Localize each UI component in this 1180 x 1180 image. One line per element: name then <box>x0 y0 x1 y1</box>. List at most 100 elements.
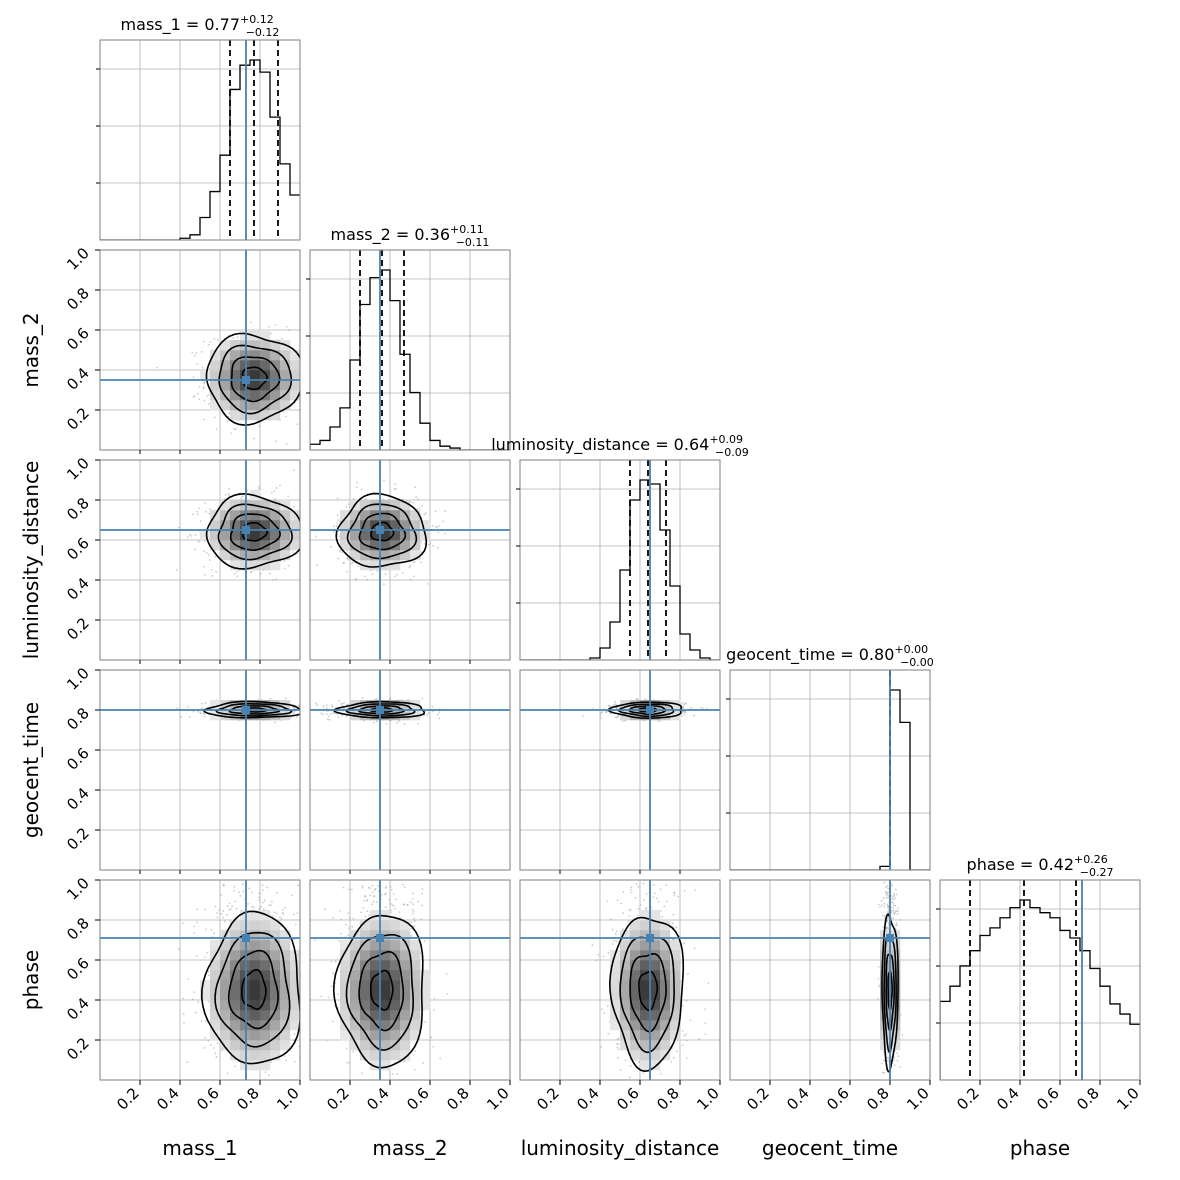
scatter-point <box>336 522 338 524</box>
scatter-point <box>210 928 213 931</box>
scatter-point <box>438 525 441 527</box>
density-cell <box>250 520 261 531</box>
scatter-point <box>275 487 278 489</box>
density-cell <box>380 530 391 541</box>
scatter-point <box>337 716 340 719</box>
scatter-point <box>233 428 236 431</box>
scatter-point <box>204 540 206 542</box>
scatter-point <box>291 894 293 897</box>
scatter-point <box>284 697 287 700</box>
scatter-point <box>258 487 261 490</box>
scatter-point <box>203 715 206 718</box>
scatter-point <box>293 938 296 941</box>
scatter-point <box>267 1074 270 1077</box>
scatter-point <box>211 575 214 577</box>
scatter-point <box>416 508 419 510</box>
contour-line <box>217 503 293 561</box>
density-cell <box>340 510 351 521</box>
title-value: geocent_time = 0.80 <box>726 645 894 665</box>
density-cell <box>260 370 271 381</box>
scatter-point <box>223 920 226 923</box>
density-cell <box>210 350 221 361</box>
density-cell <box>210 700 221 711</box>
density-cell <box>390 530 401 541</box>
scatter-point <box>296 716 299 718</box>
scatter-point <box>178 948 180 951</box>
density-cell <box>340 540 351 551</box>
density-cell <box>270 340 281 351</box>
scatter-point <box>250 570 253 573</box>
scatter-point <box>197 392 199 395</box>
scatter-point <box>268 572 271 575</box>
density-cell <box>260 510 271 521</box>
density-cell <box>290 520 300 531</box>
scatter-point <box>282 913 285 915</box>
scatter-point <box>275 578 278 581</box>
density-cell <box>220 370 231 381</box>
contour-line <box>229 513 281 552</box>
scatter-point <box>248 887 250 890</box>
scatter-point <box>398 720 401 723</box>
density-cell <box>210 530 221 541</box>
density-cell <box>390 700 401 711</box>
scatter-point <box>228 412 231 415</box>
density-cell <box>290 360 300 371</box>
scatter-point <box>176 707 178 710</box>
scatter-point <box>284 415 287 418</box>
truth-marker <box>646 706 654 714</box>
scatter-point <box>326 713 328 716</box>
scatter-point <box>693 714 695 717</box>
density-cell <box>220 520 231 531</box>
scatter-point <box>432 544 435 547</box>
scatter-point <box>181 922 184 924</box>
scatter-point <box>282 909 284 912</box>
scatter-point <box>263 899 266 902</box>
scatter-point <box>203 550 205 553</box>
scatter-point <box>228 494 231 497</box>
scatter-point <box>284 906 287 909</box>
density-cell <box>350 520 361 531</box>
scatter-point <box>209 508 212 510</box>
density-cell <box>230 530 241 541</box>
density-cell <box>220 380 231 391</box>
density-cell <box>270 350 281 361</box>
density-cell <box>220 500 231 511</box>
scatter-point <box>208 559 211 562</box>
scatter-point <box>292 551 294 553</box>
scatter-point <box>361 697 364 699</box>
scatter-point <box>292 713 295 715</box>
density-cell <box>250 370 261 381</box>
axes-frame <box>519 669 721 871</box>
scatter-point <box>325 707 328 710</box>
density-cell <box>230 350 241 361</box>
scatter-point <box>701 707 704 710</box>
scatter-point <box>279 484 281 487</box>
scatter-point <box>274 324 277 326</box>
scatter-point <box>200 1020 203 1022</box>
scatter-point <box>414 486 416 489</box>
density-cell <box>380 540 391 551</box>
scatter-point <box>214 905 217 908</box>
scatter-point <box>203 956 206 959</box>
density-cell <box>250 340 261 351</box>
scatter-point <box>213 338 216 340</box>
scatter-point <box>326 718 329 721</box>
scatter-point <box>373 721 375 724</box>
density-cell <box>250 530 261 541</box>
density-cell <box>340 530 351 541</box>
scatter-point <box>207 393 210 396</box>
axes-frame <box>519 459 721 661</box>
scatter-point <box>296 912 299 914</box>
density-cell <box>270 410 281 421</box>
scatter-point <box>182 1013 185 1015</box>
scatter-point <box>230 432 233 435</box>
density-cell <box>280 710 291 721</box>
scatter-point <box>385 722 388 725</box>
scatter-point <box>287 564 290 567</box>
scatter-point <box>438 717 441 720</box>
scatter-point <box>208 553 210 556</box>
title-value: mass_2 = 0.36 <box>331 225 450 245</box>
title-lower-error: −0.27 <box>1080 866 1114 879</box>
scatter-point <box>418 507 421 510</box>
density-cell <box>260 700 271 711</box>
